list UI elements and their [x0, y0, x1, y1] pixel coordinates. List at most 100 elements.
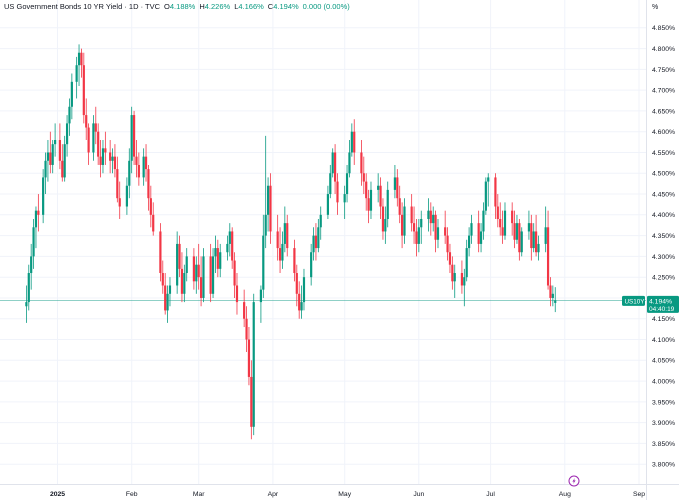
candle-up[interactable]	[176, 231, 179, 294]
candle-up[interactable]	[228, 223, 231, 257]
candle-down[interactable]	[149, 185, 152, 228]
candle-down[interactable]	[460, 260, 464, 294]
candle-down[interactable]	[113, 144, 117, 178]
candle-up[interactable]	[470, 214, 473, 244]
candle-up[interactable]	[427, 198, 430, 232]
candle-up[interactable]	[384, 206, 387, 244]
candle-up[interactable]	[68, 98, 71, 136]
candle-down[interactable]	[360, 140, 363, 186]
candle-down[interactable]	[381, 198, 385, 240]
candle-down[interactable]	[161, 260, 164, 294]
candle-up[interactable]	[54, 123, 57, 157]
candle-up[interactable]	[432, 206, 435, 232]
candle-up[interactable]	[326, 185, 330, 219]
candle-down[interactable]	[400, 202, 404, 249]
candle-up[interactable]	[226, 235, 229, 261]
lightning-icon[interactable]	[568, 475, 580, 487]
candle-up[interactable]	[130, 106, 133, 174]
candle-down[interactable]	[132, 110, 136, 165]
candle-down[interactable]	[197, 243, 200, 290]
candle-up[interactable]	[101, 140, 105, 174]
symbol-title[interactable]: US Government Bonds 10 YR Yield · 1D · T…	[4, 2, 161, 11]
candle-up[interactable]	[343, 185, 346, 219]
candle-up[interactable]	[420, 210, 423, 244]
candle-up[interactable]	[214, 235, 217, 274]
candle-up[interactable]	[262, 214, 265, 298]
candle-down[interactable]	[137, 152, 140, 186]
candle-up[interactable]	[393, 164, 397, 199]
candle-up[interactable]	[264, 135, 267, 249]
candle-down[interactable]	[209, 243, 212, 303]
candle-down[interactable]	[353, 119, 356, 165]
candle-down[interactable]	[109, 140, 112, 174]
candle-up[interactable]	[331, 148, 334, 178]
candle-down[interactable]	[295, 264, 298, 307]
candle-up[interactable]	[63, 135, 66, 182]
candle-up[interactable]	[312, 227, 315, 261]
candle-up[interactable]	[259, 285, 263, 323]
candle-up[interactable]	[345, 164, 349, 203]
candle-down[interactable]	[233, 252, 236, 298]
candle-up[interactable]	[166, 285, 169, 323]
candle-down[interactable]	[396, 169, 399, 207]
candle-up[interactable]	[44, 152, 47, 195]
candle-up[interactable]	[211, 248, 215, 298]
candle-down[interactable]	[231, 227, 234, 269]
candle-up[interactable]	[42, 169, 45, 224]
candle-up[interactable]	[30, 243, 33, 290]
candle-up[interactable]	[51, 140, 54, 174]
candle-up[interactable]	[283, 206, 286, 253]
candle-up[interactable]	[453, 264, 456, 298]
candle-up[interactable]	[465, 239, 468, 282]
candle-up[interactable]	[128, 148, 131, 199]
candle-up[interactable]	[125, 177, 128, 215]
candle-up[interactable]	[319, 206, 322, 240]
candle-down[interactable]	[379, 177, 382, 219]
candle-up[interactable]	[310, 243, 313, 286]
candle-down[interactable]	[243, 289, 246, 328]
candle-down[interactable]	[496, 194, 499, 228]
candle-up[interactable]	[266, 177, 270, 232]
candle-down[interactable]	[293, 239, 296, 282]
candle-down[interactable]	[362, 156, 365, 195]
candle-up[interactable]	[515, 214, 519, 244]
candle-down[interactable]	[116, 156, 119, 203]
candle-down[interactable]	[250, 360, 253, 440]
candle-up[interactable]	[183, 264, 186, 303]
candle-down[interactable]	[85, 98, 88, 141]
candle-down[interactable]	[499, 202, 502, 236]
candle-up[interactable]	[369, 181, 373, 219]
candle-up[interactable]	[417, 218, 420, 253]
candle-up[interactable]	[32, 218, 35, 269]
candle-down[interactable]	[494, 173, 497, 219]
candle-up[interactable]	[317, 218, 320, 253]
candle-down[interactable]	[410, 194, 413, 232]
candle-up[interactable]	[142, 148, 145, 186]
candle-down[interactable]	[415, 218, 418, 257]
candle-down[interactable]	[298, 281, 301, 319]
candle-down[interactable]	[444, 210, 447, 244]
candle-up[interactable]	[479, 223, 483, 253]
candle-down[interactable]	[477, 210, 480, 253]
candle-down[interactable]	[513, 210, 516, 249]
candles-layer[interactable]	[25, 44, 557, 440]
candle-up[interactable]	[46, 140, 50, 182]
candle-down[interactable]	[546, 210, 550, 290]
candle-up[interactable]	[537, 235, 540, 261]
price-axis[interactable]: 4.850% 4.800% 4.750% 4.700% 4.650% 4.600% 4.55…	[652, 25, 675, 468]
candle-down[interactable]	[333, 144, 337, 195]
candle-up[interactable]	[386, 181, 389, 228]
candle-down[interactable]	[446, 227, 449, 261]
candle-up[interactable]	[554, 287, 557, 313]
candle-up[interactable]	[281, 231, 284, 269]
candle-up[interactable]	[520, 227, 523, 257]
candle-up[interactable]	[168, 277, 172, 307]
candle-down[interactable]	[412, 206, 416, 244]
candle-down[interactable]	[180, 252, 184, 303]
candle-down[interactable]	[135, 140, 138, 178]
candle-up[interactable]	[75, 56, 78, 99]
candle-down[interactable]	[216, 239, 219, 278]
candle-up[interactable]	[77, 44, 81, 86]
candle-down[interactable]	[535, 214, 538, 257]
